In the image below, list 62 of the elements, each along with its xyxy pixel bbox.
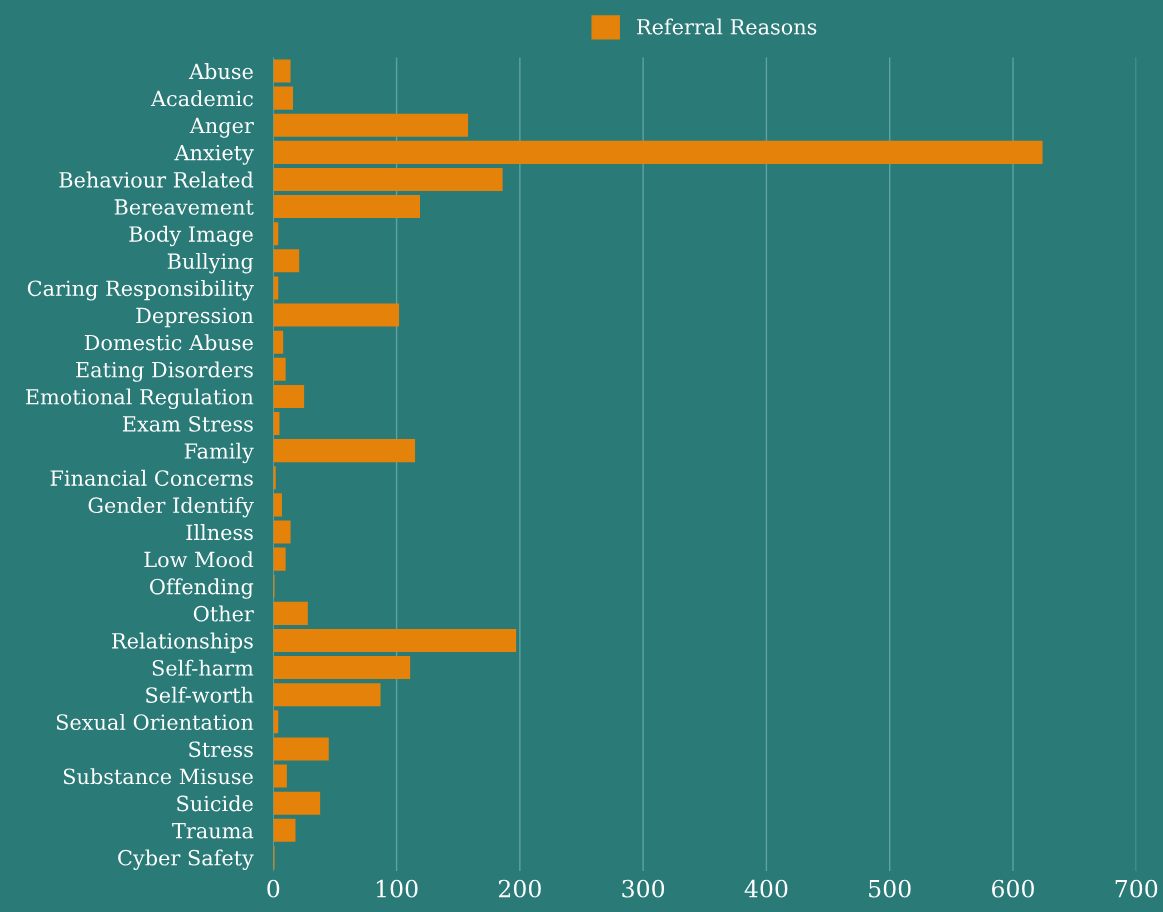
bar [273,195,421,219]
y-tick-label: Suicide [177,795,253,812]
y-tick-label: Offending [150,578,254,599]
bar [273,601,308,625]
y-tick-label: Behaviour Related [59,171,254,188]
y-tick-label: Anger [189,117,254,138]
x-tick-label: 700 [1115,879,1158,898]
y-tick-label: Domestic Abuse [84,334,253,351]
y-tick-label: Depression [136,307,254,328]
y-tick-label: Self-harm [152,659,254,676]
bar [273,357,286,381]
y-tick-label: Stress [189,741,253,758]
y-tick-label: Caring Responsibility [27,280,254,301]
y-tick-label: Body Image [129,225,253,247]
x-tick-label: 500 [869,879,911,898]
y-tick-label: Abuse [188,63,253,80]
bar [273,167,503,192]
bar [273,547,286,571]
bar [273,493,282,517]
bar [273,303,400,327]
bar [273,656,411,680]
y-tick-label: Relationships [112,632,253,653]
bar [273,737,329,761]
bar [273,683,381,707]
x-tick-label: 0 [267,879,280,898]
bar [273,520,291,544]
bar [273,86,294,110]
y-tick-label: Financial Concerns [50,469,253,486]
legend-label: Referral Reasons [637,18,817,35]
x-tick-label: 200 [498,879,541,898]
bar [273,113,469,137]
bar [273,764,287,788]
bar [273,330,284,354]
y-tick-label: Gender Identify [88,496,254,518]
y-tick-label: Family [184,442,254,464]
x-tick-label: 300 [622,879,665,898]
y-tick-label: Illness [186,524,253,541]
y-tick-label: Exam Stress [122,415,253,432]
y-tick-label: Emotional Regulation [25,388,254,409]
bar [273,249,300,273]
x-tick-label: 600 [992,879,1034,898]
x-tick-label: 400 [744,879,788,898]
y-tick-label: Bullying [167,252,254,274]
x-tick-label: 100 [376,879,418,898]
bar [273,818,296,842]
y-tick-label: Self-worth [146,686,254,703]
y-tick-label: Substance Misuse [63,768,253,785]
y-tick-label: Cyber Safety [118,849,254,870]
y-tick-label: Bereavement [114,199,254,215]
y-tick-label: Trauma [172,823,254,839]
y-tick-label: Academic [150,90,253,107]
bar [273,791,321,815]
bar [273,628,517,652]
y-tick-label: Eating Disorders [76,361,253,382]
y-tick-label: Low Mood [144,551,254,568]
bar [273,59,291,83]
bar [273,439,416,463]
y-tick-label: Sexual Orientation [56,713,254,731]
y-tick-label: Other [193,605,254,622]
bar [273,140,1043,164]
y-tick-label: Anxiety [174,144,254,165]
bar [273,384,305,408]
